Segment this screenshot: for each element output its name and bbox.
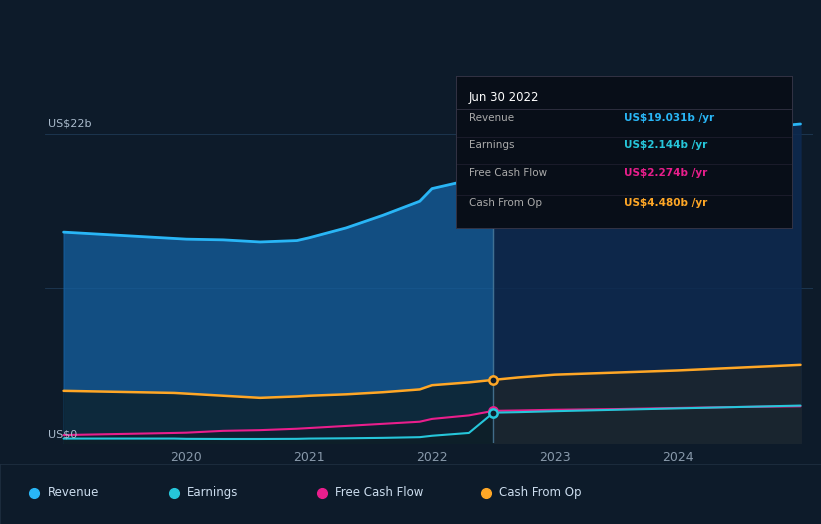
Text: Earnings: Earnings: [469, 140, 515, 150]
Text: US$19.031b /yr: US$19.031b /yr: [624, 113, 714, 123]
Text: Free Cash Flow: Free Cash Flow: [469, 168, 548, 178]
Text: US$2.274b /yr: US$2.274b /yr: [624, 168, 707, 178]
Text: Earnings: Earnings: [187, 486, 239, 499]
Text: Revenue: Revenue: [469, 113, 514, 123]
Text: Revenue: Revenue: [48, 486, 99, 499]
Text: Free Cash Flow: Free Cash Flow: [335, 486, 424, 499]
Text: Jun 30 2022: Jun 30 2022: [469, 91, 539, 104]
Text: US$4.480b /yr: US$4.480b /yr: [624, 198, 707, 208]
Text: Cash From Op: Cash From Op: [469, 198, 542, 208]
Text: Analysts Forecasts: Analysts Forecasts: [501, 103, 604, 113]
Text: US$2.144b /yr: US$2.144b /yr: [624, 140, 707, 150]
Text: US$0: US$0: [48, 430, 77, 440]
Text: Past: Past: [463, 103, 486, 113]
Text: US$22b: US$22b: [48, 118, 91, 128]
Text: Cash From Op: Cash From Op: [499, 486, 581, 499]
